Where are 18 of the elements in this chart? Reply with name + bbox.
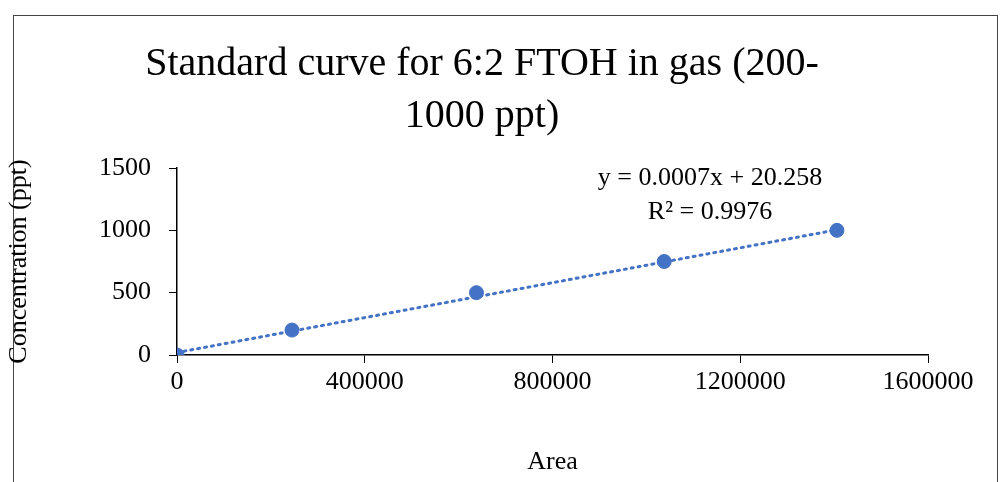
annotation: R² = 0.9976 <box>647 195 773 225</box>
y-tick-label: 0 <box>138 338 151 368</box>
point <box>284 322 300 338</box>
chart-title: Standard curve for 6:2 FTOH in gas (200-1000 ppt) <box>144 38 820 138</box>
point <box>468 285 484 301</box>
x-axis-title: Area <box>527 446 579 476</box>
x-tick-label: 0 <box>170 366 184 396</box>
y-axis-title: Concentration (ppt) <box>3 159 33 364</box>
x-tick-label: 400000 <box>325 366 404 396</box>
x-tick-label: 1600000 <box>882 366 974 396</box>
y-tick-label: 1500 <box>99 151 151 181</box>
y-tick-label: 1000 <box>99 214 151 244</box>
point <box>829 222 845 238</box>
x-tick-label: 800000 <box>513 366 592 396</box>
x-tick-label: 1200000 <box>694 366 786 396</box>
annotation: y = 0.0007x + 20.258 <box>597 161 823 191</box>
y-tick-label: 500 <box>112 276 151 306</box>
point <box>656 254 672 269</box>
